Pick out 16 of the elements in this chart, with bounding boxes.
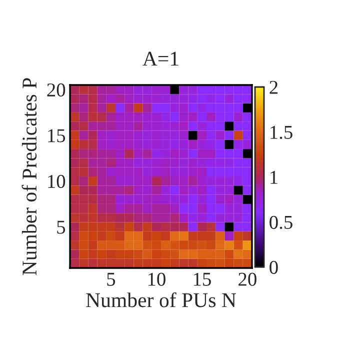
y-axis-title: Number of Predicates P (22, 78, 37, 276)
y-tick-label: 10 (48, 174, 66, 188)
x-tick-label: 5 (107, 272, 116, 286)
color-bar-label: 0.5 (270, 216, 292, 230)
y-tick-label: 15 (48, 129, 66, 142)
color-bar-label: 1.5 (270, 126, 292, 140)
x-tick-label: 10 (148, 272, 166, 286)
color-bar-label: 2 (270, 80, 278, 94)
y-tick-label: 20 (47, 83, 66, 97)
color-bar-label: 0 (270, 260, 278, 274)
chart-title: A=1 (142, 52, 178, 66)
x-tick-label: 20 (238, 272, 256, 286)
x-axis-title: Number of PUs N (86, 292, 236, 308)
y-tick-label: 5 (57, 220, 66, 234)
color-bar-label: 1 (270, 170, 278, 184)
x-tick-label: 15 (194, 272, 211, 286)
